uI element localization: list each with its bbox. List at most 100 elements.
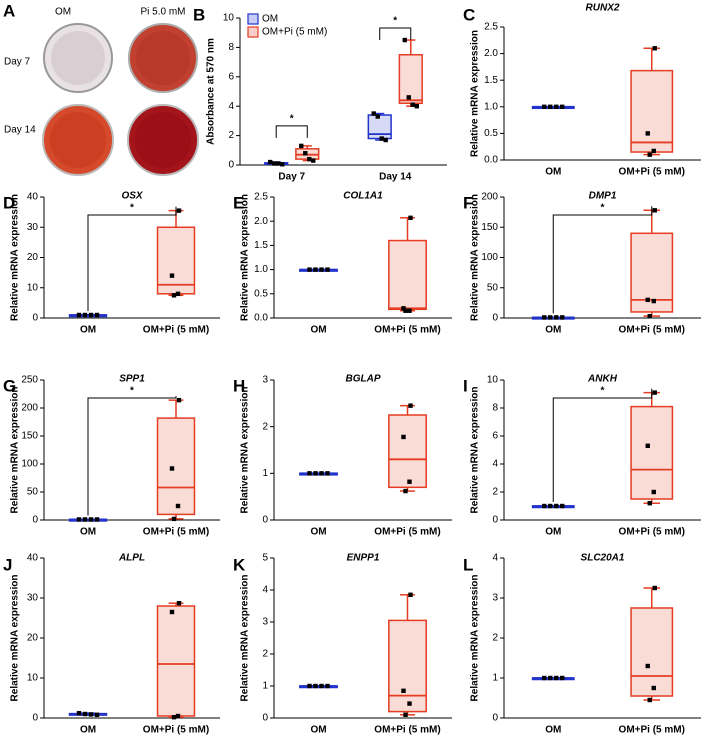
data-point (76, 517, 82, 522)
data-point (319, 267, 324, 272)
x-tick-label: OM (545, 325, 561, 336)
data-point (401, 434, 406, 440)
data-point (383, 137, 388, 143)
x-tick-label: OM+Pi (5 mM) (619, 167, 685, 178)
data-point (548, 315, 553, 320)
y-tick-label: 2.0 (254, 216, 268, 227)
data-point (407, 479, 412, 484)
y-tick-label: 20 (27, 633, 39, 644)
y-tick-label: 0 (228, 160, 234, 171)
x-tick-label: OM+Pi (5 mM) (374, 527, 440, 538)
y-tick-label: 250 (21, 375, 38, 386)
x-tick-label: OM+Pi (5 mM) (374, 725, 440, 736)
significance-star: * (130, 386, 134, 397)
x-tick-label: OM (310, 325, 326, 336)
box (156, 605, 196, 717)
data-point (307, 683, 312, 689)
y-tick-label: 100 (21, 459, 38, 470)
data-point (379, 136, 384, 141)
y-tick-label: 0 (32, 313, 38, 324)
data-point (276, 161, 281, 166)
data-point (560, 675, 565, 681)
data-point (313, 683, 318, 689)
data-point (176, 208, 182, 213)
data-point (175, 713, 181, 719)
y-axis-label: Relative mRNA expression (470, 575, 481, 702)
data-point (542, 104, 547, 109)
significance-bracket (275, 125, 308, 138)
y-tick-label: 100 (481, 252, 498, 263)
x-tick-label: OM (80, 527, 96, 538)
data-point (647, 152, 652, 157)
significance-star: * (601, 203, 605, 214)
data-point (554, 503, 559, 509)
data-point (407, 308, 412, 313)
y-tick-label: 20 (27, 252, 39, 263)
data-point (652, 46, 657, 51)
y-tick-label: 50 (27, 487, 39, 498)
panel-letter: A (3, 1, 15, 20)
data-point (651, 685, 656, 691)
data-point (94, 312, 100, 318)
gene-title: COL1A1 (343, 191, 383, 202)
y-tick-label: 6 (492, 431, 498, 442)
data-point (371, 111, 376, 116)
x-tick-label: OM (545, 725, 561, 736)
x-tick-label: Day 7 (278, 172, 305, 183)
data-point (647, 697, 652, 703)
significance-bracket (552, 388, 653, 502)
y-tick-label: 0 (32, 515, 38, 526)
panel-letter: I (463, 376, 468, 395)
y-tick-label: 2 (262, 421, 268, 432)
panel-letter: E (233, 193, 244, 212)
box (630, 607, 674, 697)
data-point (401, 306, 406, 311)
y-tick-label: 1.5 (254, 240, 268, 251)
data-point (303, 151, 308, 156)
data-point (169, 609, 175, 615)
y-tick-label: 50 (487, 282, 499, 293)
data-point (313, 471, 318, 476)
y-tick-label: 40 (27, 553, 39, 564)
data-point (76, 711, 82, 716)
y-tick-label: 1 (492, 673, 498, 684)
significance-bracket (87, 396, 177, 516)
data-point (652, 390, 657, 395)
y-tick-label: 30 (27, 222, 39, 233)
y-tick-label: 2.0 (484, 48, 498, 59)
data-point (82, 517, 88, 522)
data-point (645, 443, 650, 448)
data-point (76, 312, 82, 318)
data-point (94, 712, 100, 717)
data-point (651, 489, 656, 495)
data-point (554, 675, 559, 681)
data-point (560, 315, 565, 320)
y-tick-label: 0 (492, 515, 498, 526)
panel-letter: K (233, 555, 246, 574)
y-tick-label: 0 (262, 515, 268, 526)
row-label: Day 7 (4, 57, 31, 68)
significance-star: * (130, 203, 134, 214)
y-tick-label: 8 (228, 42, 234, 53)
gene-title: BGLAP (346, 374, 381, 385)
data-point (325, 683, 330, 689)
y-tick-label: 0.0 (484, 155, 498, 166)
y-tick-label: 1.0 (254, 264, 268, 275)
data-point (651, 148, 656, 154)
data-point (647, 313, 652, 319)
y-tick-label: 0.0 (254, 313, 268, 324)
y-tick-label: 4 (262, 585, 268, 596)
y-tick-label: 3 (262, 617, 268, 628)
box (630, 69, 674, 153)
data-point (169, 273, 175, 278)
data-point (94, 517, 100, 522)
data-point (319, 471, 324, 476)
box (388, 414, 427, 489)
y-axis-label: Relative mRNA expression (470, 30, 481, 157)
y-tick-label: 150 (481, 222, 498, 233)
column-label: OM (55, 7, 71, 18)
y-tick-label: 4 (492, 553, 498, 564)
data-point (272, 161, 277, 166)
y-axis-label: Relative mRNA expression (10, 575, 21, 702)
data-point (408, 592, 413, 597)
